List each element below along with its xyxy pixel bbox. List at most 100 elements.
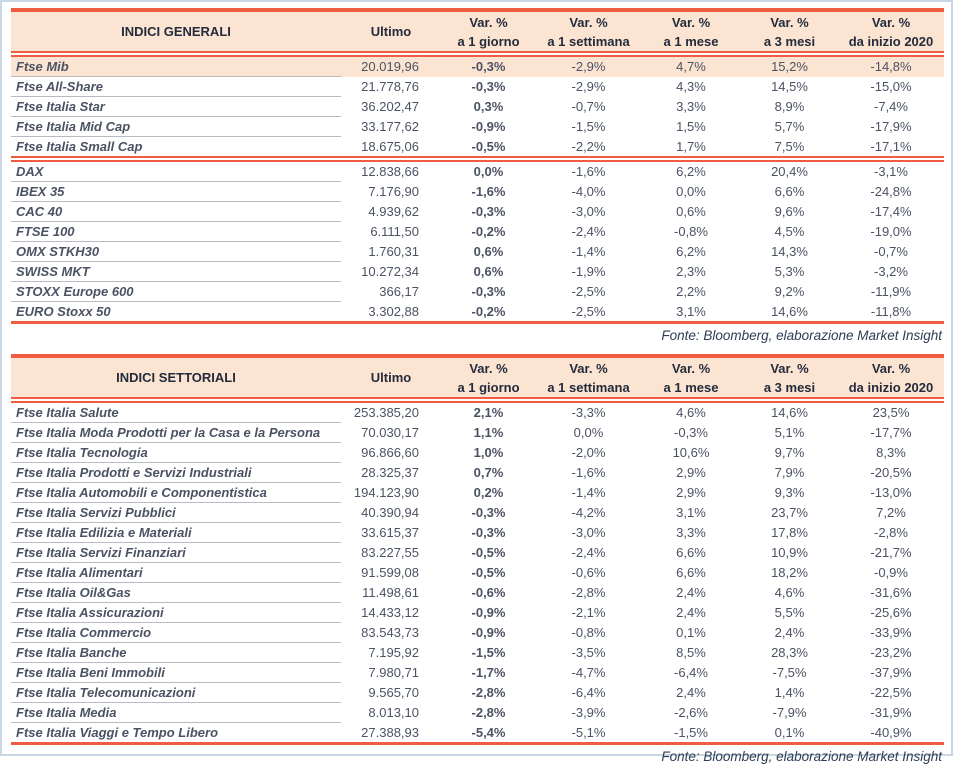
var-pct-cell-0: -1,5% (471, 645, 506, 660)
var-pct-cell-0: -1,7% (471, 665, 506, 680)
var-pct-cell-3: 9,7% (774, 445, 805, 460)
table-row: STOXX Europe 600 366,17 -0,3% -2,5% 2,2% 9,2%… (11, 281, 944, 302)
table-row: IBEX 35 7.176,90 -1,6% -4,0% 0,0% 6,6% -24,8% (11, 181, 944, 202)
table-row: Ftse Italia Moda Prodotti per la Casa e … (11, 422, 944, 443)
var-pct-cell-1: -1,5% (571, 119, 606, 134)
last-value-cell: 7.980,71 (368, 665, 419, 680)
index-name-cell: Ftse Italia Star (11, 96, 341, 117)
var-pct-cell-2: 0,0% (676, 184, 706, 199)
table-row: Ftse Italia Small Cap 18.675,06 -0,5% -2,2%… (11, 136, 944, 162)
var-pct-cell-2: 2,9% (676, 465, 706, 480)
index-name-cell: Ftse Italia Moda Prodotti per la Casa e … (11, 422, 341, 443)
table-row: Ftse Italia Viaggi e Tempo Libero 27.388,… (11, 723, 944, 744)
var-pct-cell-4: -25,6% (870, 605, 912, 620)
var-pct-cell-0: -0,3% (471, 505, 506, 520)
var-pct-cell-4: -3,2% (874, 264, 908, 279)
table-row: Ftse Italia Prodotti e Servizi Industria… (11, 462, 944, 483)
var-pct-cell-4: 23,5% (872, 405, 910, 421)
var-pct-cell-2: 4,3% (676, 79, 706, 94)
var-pct-cell-3: 9,6% (774, 204, 805, 219)
col-header-line1: Var. % (569, 14, 608, 30)
var-pct-cell-1: -3,0% (571, 204, 606, 219)
col-header-line2: a 3 mesi (763, 379, 816, 395)
var-pct-cell-3: 17,8% (771, 525, 808, 540)
var-pct-cell-2: 2,3% (676, 264, 706, 279)
var-pct-cell-3: 23,7% (771, 505, 808, 520)
var-pct-cell-4: -13,0% (870, 485, 912, 500)
var-pct-cell-1: -0,7% (571, 99, 606, 114)
col-header-var-3: Var. % a 3 mesi (741, 10, 838, 57)
var-pct-cell-3: -7,9% (772, 705, 807, 720)
var-pct-cell-3: 20,4% (771, 164, 808, 180)
var-pct-cell-1: -1,4% (571, 485, 606, 500)
col-header-line1: Var. % (770, 360, 809, 376)
table-row: Ftse Italia Tecnologia 96.866,60 1,0% -2,0%… (11, 442, 944, 463)
header-row: INDICI SETTORIALI Ultimo Var. % a 1 giorno V… (11, 356, 944, 403)
var-pct-cell-0: 0,7% (473, 465, 504, 480)
index-name-cell: Ftse Italia Mid Cap (11, 116, 341, 137)
var-pct-cell-1: -0,8% (571, 625, 606, 640)
last-value-cell: 4.939,62 (368, 204, 419, 219)
index-name-cell: Ftse Italia Beni Immobili (11, 662, 341, 683)
last-value-cell: 3.302,88 (368, 303, 419, 319)
var-pct-cell-1: -2,4% (571, 545, 606, 560)
indici-generali-table: INDICI GENERALI Ultimo Var. % a 1 giorno Var… (11, 8, 944, 324)
col-header-line1: Var. % (671, 360, 711, 376)
index-name-cell: EURO Stoxx 50 (16, 304, 111, 319)
col-header-var-0: Var. % a 1 giorno (441, 356, 536, 403)
var-pct-cell-0: -0,9% (471, 625, 506, 640)
table-row: Ftse Italia Salute 253.385,20 2,1% -3,3% 4,6… (11, 400, 944, 423)
var-pct-cell-1: -2,2% (536, 136, 641, 162)
var-pct-cell-3: 28,3% (771, 645, 808, 660)
source-note: Fonte: Bloomberg, elaborazione Market In… (661, 749, 942, 764)
col-header-var-4: Var. % da inizio 2020 (838, 10, 944, 57)
table-title: INDICI GENERALI (11, 10, 341, 57)
var-pct-cell-0: -0,2% (471, 224, 506, 239)
last-value-cell: 1.760,31 (368, 244, 419, 259)
var-pct-cell-0: -0,3% (471, 284, 506, 299)
var-pct-cell-0: 0,0% (473, 164, 504, 180)
last-value-cell: 96.866,60 (361, 445, 419, 460)
var-pct-cell-1: -1,6% (571, 164, 606, 180)
var-pct-cell-2: 3,1% (676, 505, 706, 520)
var-pct-cell-0: 2,1% (473, 405, 504, 421)
index-name-cell: Ftse Italia Viaggi e Tempo Libero (16, 725, 219, 740)
last-value-cell: 6.111,50 (370, 224, 419, 239)
table-row: OMX STKH30 1.760,31 0,6% -1,4% 6,2% 14,3% -0,7… (11, 241, 944, 262)
var-pct-cell-4: -23,2% (870, 645, 912, 660)
index-name-cell: IBEX 35 (11, 181, 341, 202)
var-pct-cell-4: -17,7% (870, 425, 912, 440)
var-pct-cell-3: 15,2% (741, 54, 838, 77)
table-row: Ftse Italia Servizi Finanziari 83.227,55 -… (11, 542, 944, 563)
index-name-cell: Ftse Mib (11, 54, 341, 77)
last-value-cell: 91.599,08 (361, 565, 419, 580)
var-pct-cell-4: -7,4% (874, 99, 908, 114)
last-value-cell: 7.195,92 (368, 645, 419, 660)
var-pct-cell-2: 6,6% (676, 545, 706, 560)
col-header-line2: a 1 mese (663, 379, 719, 395)
last-value-cell: 27.388,93 (361, 724, 419, 740)
last-value-cell: 10.272,34 (361, 264, 419, 279)
index-name-cell: FTSE 100 (11, 221, 341, 242)
var-pct-cell-0: -5,4% (471, 724, 506, 740)
table-row: Ftse Italia Media 8.013,10 -2,8% -3,9% -2,6%… (11, 702, 944, 723)
index-name-cell: Ftse Italia Automobili e Componentistica (11, 482, 341, 503)
var-pct-cell-4: -37,9% (870, 665, 912, 680)
var-pct-cell-4: -14,8% (838, 54, 944, 77)
table-row: Ftse Italia Banche 7.195,92 -1,5% -3,5% 8,5%… (11, 642, 944, 663)
var-pct-cell-2: -1,5% (674, 724, 708, 740)
index-name-cell: Ftse Italia Telecomunicazioni (11, 682, 341, 703)
var-pct-cell-2: 2,4% (676, 585, 706, 600)
last-value-cell: 33.615,37 (361, 525, 419, 540)
var-pct-cell-3: 5,1% (774, 425, 805, 440)
index-name-cell: DAX (11, 159, 341, 182)
var-pct-cell-3: 14,6% (771, 303, 808, 319)
table-row: Ftse Italia Telecomunicazioni 9.565,70 -2,… (11, 682, 944, 703)
var-pct-cell-0: 0,3% (473, 99, 504, 114)
var-pct-cell-3: 14,5% (771, 79, 808, 94)
var-pct-cell-1: -2,9% (571, 79, 606, 94)
var-pct-cell-3: 9,2% (774, 284, 805, 299)
var-pct-cell-4: -21,7% (870, 545, 912, 560)
var-pct-cell-2: 6,6% (676, 565, 706, 580)
